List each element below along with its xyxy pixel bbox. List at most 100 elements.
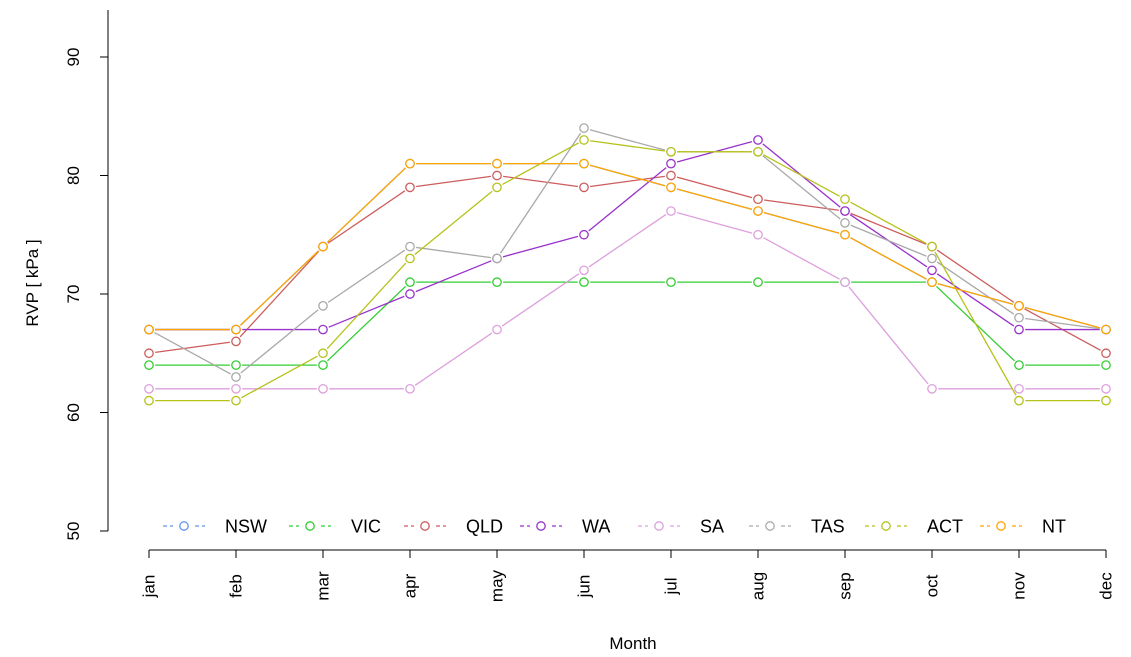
- series-line-segment: [414, 190, 493, 256]
- data-point: [753, 146, 763, 157]
- data-point: [144, 348, 154, 359]
- x-tick-label: mar: [314, 571, 333, 601]
- data-point: [579, 229, 589, 240]
- data-point: [927, 253, 937, 264]
- y-axis: 50 60 70 80 90: [64, 10, 109, 541]
- series-line-segment: [850, 224, 927, 257]
- data-point: [666, 158, 676, 169]
- x-tick-label: oct: [923, 574, 942, 597]
- legend-entry-act: ACT: [865, 517, 963, 537]
- data-point: [927, 383, 937, 394]
- data-point: [1101, 324, 1111, 335]
- data-point: [405, 241, 415, 252]
- series-wa: [144, 135, 1111, 335]
- series-line-segment: [936, 273, 1015, 327]
- series-line-segment: [415, 260, 492, 293]
- data-point: [405, 289, 415, 299]
- series-nsw: [144, 158, 1111, 335]
- legend-entry-wa: WA: [520, 517, 610, 537]
- series-line-segment: [763, 212, 840, 234]
- legend-marker: [765, 521, 775, 531]
- data-point: [144, 383, 154, 394]
- legend-entry-sa: SA: [638, 517, 724, 537]
- series-line-segment: [416, 246, 491, 259]
- series-line-segment: [850, 201, 927, 245]
- series-line-segment: [589, 129, 666, 151]
- legend-label: SA: [700, 517, 724, 537]
- legend-label: TAS: [811, 517, 845, 537]
- legend-marker: [996, 521, 1006, 531]
- series-line-segment: [499, 132, 582, 254]
- x-tick-label: feb: [227, 574, 246, 598]
- series-line-segment: [588, 167, 667, 232]
- data-point: [492, 253, 502, 264]
- legend-entry-tas: TAS: [749, 517, 845, 537]
- y-tick-label: 50: [64, 522, 83, 541]
- series-line-segment: [1025, 317, 1100, 330]
- series-line-segment: [936, 249, 1015, 303]
- x-axis-title: Month: [609, 634, 656, 653]
- y-tick-label: 80: [64, 166, 83, 185]
- data-point: [579, 182, 589, 193]
- data-point: [666, 277, 676, 287]
- data-point: [318, 383, 328, 394]
- data-point: [231, 395, 241, 406]
- legend: NSW VIC QLD WA SA TAS ACT NT: [163, 517, 1066, 537]
- data-point: [753, 229, 763, 240]
- x-axis: jan feb mar apr may jun jul aug sep oct nov dec: [140, 549, 1116, 602]
- data-point: [1101, 360, 1111, 370]
- data-point: [579, 158, 589, 169]
- legend-marker: [305, 521, 315, 531]
- x-tick-label: jul: [662, 577, 681, 595]
- series-line-segment: [850, 237, 927, 280]
- data-point: [144, 360, 154, 370]
- series-line-segment: [934, 251, 1017, 396]
- series-line-segment: [676, 212, 753, 234]
- legend-label: ACT: [927, 517, 963, 537]
- series-line-segment: [763, 237, 840, 280]
- data-point: [1101, 383, 1111, 394]
- data-point: [405, 182, 415, 193]
- data-point: [1014, 360, 1024, 370]
- x-tick-label: may: [488, 569, 507, 602]
- x-tick-label: nov: [1010, 572, 1029, 600]
- data-point: [753, 194, 763, 205]
- data-point: [840, 206, 850, 216]
- series-line-segment: [502, 235, 579, 258]
- legend-label: NSW: [225, 517, 267, 537]
- data-point: [1101, 395, 1111, 406]
- data-point: [1014, 324, 1024, 335]
- data-point: [666, 206, 676, 216]
- data-point: [1101, 348, 1111, 359]
- legend-entry-vic: VIC: [289, 517, 381, 537]
- data-point: [492, 158, 502, 169]
- data-point: [231, 360, 241, 370]
- data-point: [318, 241, 328, 252]
- series-line-segment: [676, 176, 753, 199]
- series-line-segment: [676, 188, 753, 211]
- data-point: [492, 182, 502, 193]
- data-point: [318, 360, 328, 370]
- data-point: [666, 182, 676, 193]
- legend-label: QLD: [466, 517, 503, 537]
- series-line-segment: [327, 190, 406, 244]
- series-line-segment: [328, 295, 405, 328]
- data-point: [666, 146, 676, 157]
- legend-entry-qld: QLD: [404, 517, 503, 537]
- data-point: [231, 336, 241, 347]
- data-point: [579, 123, 589, 133]
- x-tick-label: aug: [749, 572, 768, 600]
- legend-entry-nsw: NSW: [163, 517, 267, 537]
- series-line-segment: [239, 250, 320, 338]
- data-point: [666, 170, 676, 181]
- data-point: [1014, 312, 1024, 323]
- data-point: [492, 170, 502, 181]
- series-act: [144, 135, 1111, 406]
- series-line-segment: [327, 167, 406, 243]
- data-point: [753, 135, 763, 145]
- legend-entry-nt: NT: [980, 517, 1066, 537]
- data-point: [927, 265, 937, 276]
- series-line-segment: [326, 262, 407, 350]
- data-point: [231, 383, 241, 394]
- data-point: [405, 383, 415, 394]
